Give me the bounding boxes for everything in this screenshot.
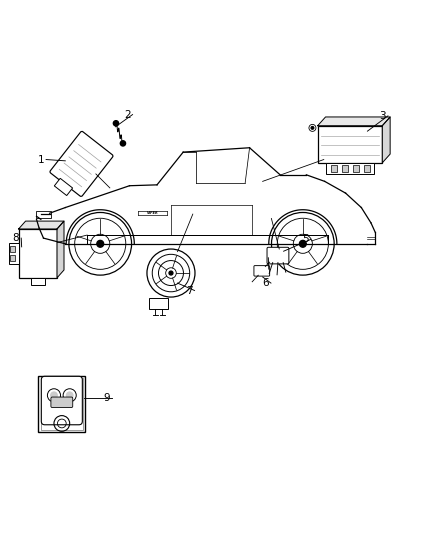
- Circle shape: [120, 141, 126, 146]
- Bar: [326, 163, 374, 174]
- Text: 6: 6: [262, 278, 269, 288]
- FancyBboxPatch shape: [254, 265, 270, 276]
- FancyBboxPatch shape: [318, 126, 382, 163]
- Bar: [353, 165, 359, 172]
- Polygon shape: [318, 117, 390, 126]
- Text: 9: 9: [103, 393, 110, 403]
- Bar: [41, 378, 83, 430]
- Bar: [38, 376, 85, 432]
- Circle shape: [97, 240, 104, 247]
- Bar: [31, 278, 45, 285]
- Bar: [11, 255, 14, 261]
- Bar: [54, 179, 73, 196]
- Circle shape: [311, 126, 314, 129]
- Circle shape: [113, 120, 119, 126]
- FancyBboxPatch shape: [149, 298, 168, 309]
- FancyBboxPatch shape: [36, 211, 51, 219]
- Bar: [364, 165, 370, 172]
- Bar: [342, 165, 348, 172]
- Bar: [331, 165, 337, 172]
- Text: 3: 3: [379, 111, 386, 121]
- FancyBboxPatch shape: [51, 397, 73, 408]
- FancyBboxPatch shape: [267, 247, 289, 264]
- Text: 8: 8: [13, 233, 19, 243]
- Text: VIPER: VIPER: [146, 211, 158, 215]
- Text: 5: 5: [302, 235, 309, 245]
- Circle shape: [169, 271, 173, 275]
- FancyBboxPatch shape: [41, 376, 82, 425]
- FancyBboxPatch shape: [50, 131, 113, 197]
- Bar: [11, 246, 14, 252]
- Text: 7: 7: [186, 286, 193, 295]
- Bar: [18, 229, 57, 278]
- Circle shape: [300, 240, 306, 247]
- Text: 1: 1: [38, 155, 44, 165]
- Circle shape: [66, 391, 74, 399]
- Circle shape: [50, 391, 58, 399]
- Text: 2: 2: [124, 110, 131, 119]
- Bar: [9, 243, 18, 264]
- Polygon shape: [382, 117, 390, 163]
- Polygon shape: [18, 221, 64, 229]
- Polygon shape: [57, 221, 64, 278]
